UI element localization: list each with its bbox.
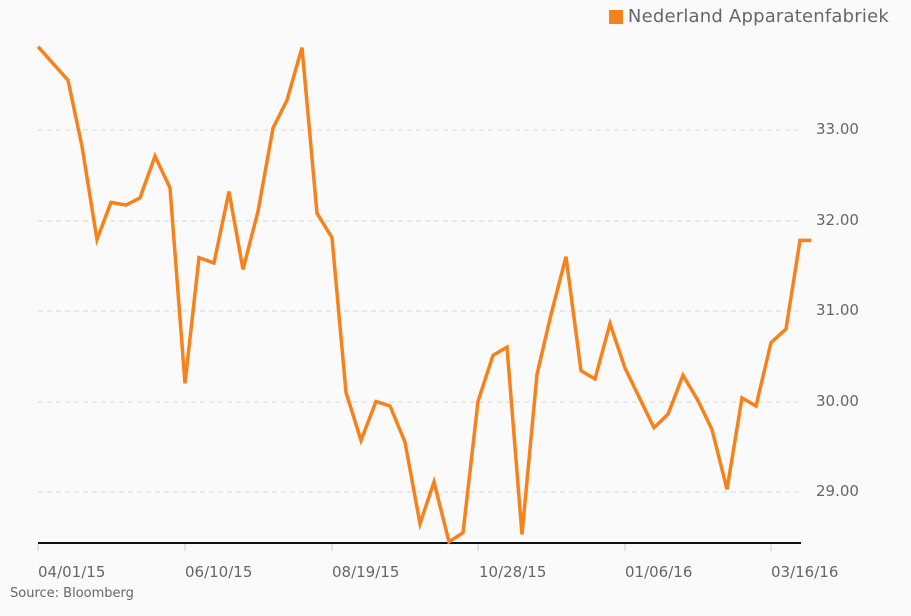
price-line bbox=[36, 45, 811, 545]
legend-swatch-icon bbox=[608, 9, 623, 24]
x-tick-label: 03/16/16 bbox=[771, 563, 839, 581]
x-axis-ticks bbox=[37, 544, 772, 551]
x-tick-label: 06/10/15 bbox=[185, 563, 253, 581]
y-tick-label: 30.00 bbox=[816, 392, 859, 410]
x-tick-label: 08/19/15 bbox=[332, 563, 400, 581]
source-note: Source: Bloomberg bbox=[10, 586, 134, 601]
legend-label: Nederland Apparatenfabriek bbox=[627, 6, 889, 27]
y-tick-label: 33.00 bbox=[816, 120, 859, 138]
y-tick-label: 29.00 bbox=[816, 482, 859, 500]
legend: Nederland Apparatenfabriek bbox=[608, 6, 889, 27]
x-tick-label: 10/28/15 bbox=[479, 563, 547, 581]
x-tick-label: 04/01/15 bbox=[38, 563, 106, 581]
y-tick-label: 31.00 bbox=[816, 301, 859, 319]
x-tick-label: 01/06/16 bbox=[625, 563, 693, 581]
y-tick-label: 32.00 bbox=[816, 211, 859, 229]
grid-lines bbox=[38, 129, 800, 493]
